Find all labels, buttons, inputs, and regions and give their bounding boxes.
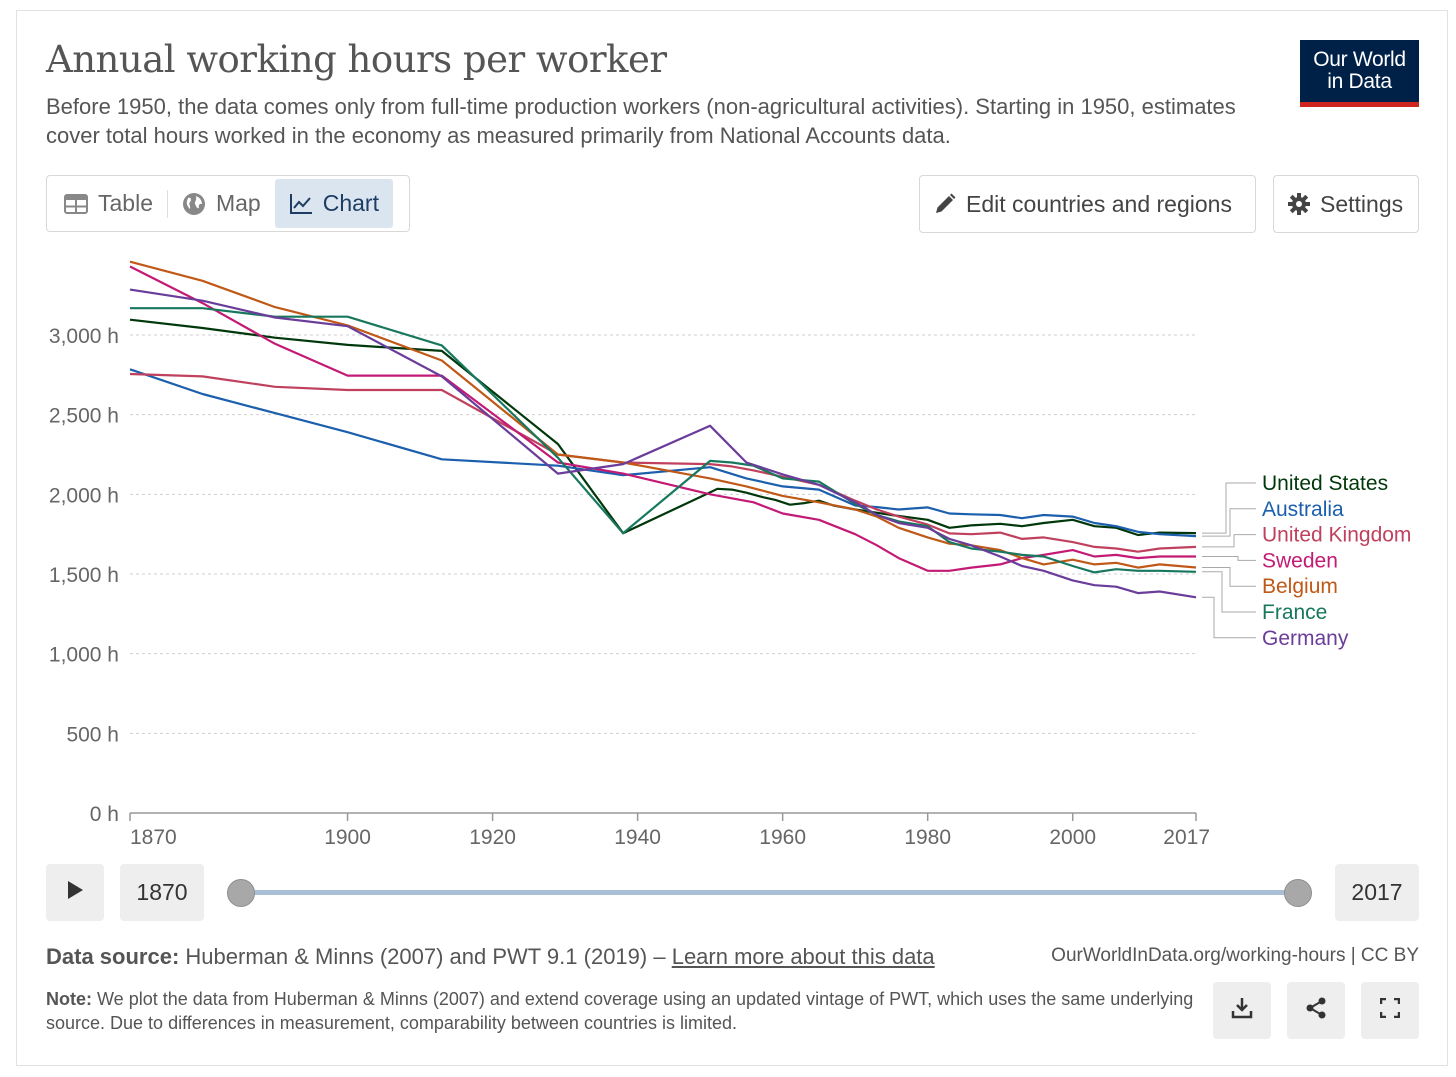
legend-connector [1202, 482, 1256, 534]
x-tick-label: 1980 [904, 826, 951, 849]
start-year-label: 1870 [120, 864, 204, 921]
legend-label[interactable]: Australia [1262, 498, 1344, 521]
series-line-france[interactable] [130, 307, 1197, 574]
legend-label[interactable]: United Kingdom [1262, 524, 1411, 547]
chart-note: Note: We plot the data from Huberman & M… [46, 987, 1196, 1035]
chart-frame [16, 10, 1448, 1066]
play-icon [66, 880, 84, 905]
y-tick-label: 0 h [90, 803, 119, 826]
gear-icon [1288, 193, 1310, 215]
settings-button[interactable]: Settings [1273, 175, 1419, 233]
download-button[interactable] [1213, 982, 1271, 1039]
x-tick-label: 1940 [614, 826, 661, 849]
fullscreen-button[interactable] [1361, 982, 1419, 1039]
series-line-united-states[interactable] [129, 318, 1197, 537]
edit-countries-label: Edit countries and regions [966, 190, 1232, 217]
chart-subtitle: Before 1950, the data comes only from fu… [46, 94, 1236, 148]
legend-label[interactable]: Belgium [1262, 575, 1338, 598]
end-year-handle[interactable] [1284, 879, 1312, 907]
tab-divider [166, 189, 168, 218]
legend-connector [1202, 571, 1256, 613]
view-tabs: Table Map Chart [46, 175, 410, 232]
y-tick-label: 1,500 h [49, 564, 119, 587]
legend-label[interactable]: Sweden [1262, 549, 1338, 572]
legend-connector [1202, 567, 1256, 587]
timeline-track[interactable] [240, 890, 1298, 895]
pencil-icon [934, 193, 956, 215]
tab-chart-label: Chart [322, 190, 379, 216]
x-tick-label: 1920 [469, 826, 516, 849]
settings-label: Settings [1320, 190, 1404, 217]
legend-label[interactable]: Germany [1262, 627, 1349, 650]
table-icon [64, 193, 88, 214]
tab-map-label: Map [215, 190, 261, 216]
legend-connector [1202, 556, 1256, 561]
series-line-belgium[interactable] [129, 260, 1197, 569]
y-tick-label: 3,000 h [49, 325, 119, 348]
x-tick-label: 1900 [324, 826, 371, 849]
legend-connector [1202, 596, 1256, 639]
legend-connector [1202, 534, 1256, 548]
download-icon [1231, 997, 1253, 1024]
x-tick-label: 1960 [759, 826, 806, 849]
x-tick-label: 2017 [1163, 826, 1210, 849]
tab-table[interactable]: Table [50, 179, 167, 228]
note-text: We plot the data from Huberman & Minns (… [46, 989, 1194, 1033]
logo-line-1: Our World [1313, 48, 1406, 71]
y-tick-label: 2,000 h [49, 484, 119, 507]
note-label: Note: [46, 989, 92, 1009]
start-year-handle[interactable] [227, 879, 255, 907]
owid-logo[interactable]: Our World in Data [1300, 40, 1419, 107]
learn-more-link[interactable]: Learn more about this data [671, 944, 935, 969]
y-tick-label: 500 h [66, 723, 119, 746]
share-icon [1305, 997, 1327, 1024]
tab-table-label: Table [98, 190, 153, 216]
x-tick-label: 1870 [130, 826, 177, 849]
data-source: Data source: Huberman & Minns (2007) and… [46, 944, 935, 970]
legend-connector [1202, 508, 1256, 537]
source-text: Huberman & Minns (2007) and PWT 9.1 (201… [185, 944, 666, 969]
end-year-label: 2017 [1335, 864, 1419, 921]
series-line-united-kingdom[interactable] [129, 372, 1197, 553]
tab-chart[interactable]: Chart [274, 179, 393, 228]
series-line-germany[interactable] [129, 288, 1197, 599]
edit-countries-button[interactable]: Edit countries and regions [919, 175, 1256, 233]
line-chart: 0 h 500 h 1,000 h 1,500 h 2,000 h 2,500 h 3,00… [49, 260, 1411, 849]
y-tick-label: 1,000 h [49, 644, 119, 667]
legend-label[interactable]: United States [1262, 472, 1388, 495]
share-button[interactable] [1287, 982, 1345, 1039]
tab-map[interactable]: Map [168, 179, 275, 228]
source-label: Data source: [46, 944, 180, 969]
y-tick-label: 2,500 h [49, 405, 119, 428]
line-chart-icon [289, 193, 313, 215]
site-credit[interactable]: OurWorldInData.org/working-hours | CC BY [1051, 945, 1419, 966]
series-line-australia[interactable] [129, 368, 1197, 538]
fullscreen-icon [1379, 997, 1401, 1023]
logo-line-2: in Data [1327, 70, 1392, 93]
series-line-sweden[interactable] [129, 265, 1196, 572]
legend-label[interactable]: France [1262, 601, 1327, 624]
globe-icon [182, 192, 206, 216]
x-tick-label: 2000 [1049, 826, 1096, 849]
chart-title: Annual working hours per worker [46, 38, 667, 81]
play-button[interactable] [46, 864, 104, 921]
